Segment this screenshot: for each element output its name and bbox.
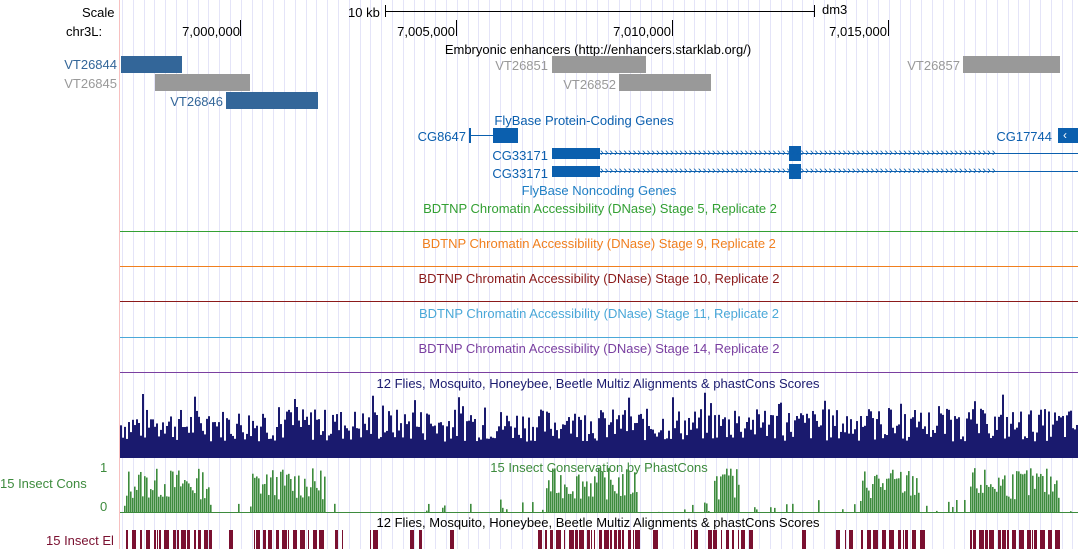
ruler-tick [456, 20, 457, 36]
elements-track-title: 12 Flies, Mosquito, Honeybee, Beetle Mul… [376, 515, 820, 530]
noncoding-genes-track-title: FlyBase Noncoding Genes [521, 183, 677, 198]
phastcons-y-max: 1 [100, 460, 108, 475]
scale-value: 10 kb [348, 5, 380, 20]
enhancer-feature[interactable] [155, 74, 250, 91]
ruler-tick [888, 20, 889, 36]
enhancer-feature[interactable] [121, 56, 182, 73]
gene-intron [471, 135, 493, 136]
dnase-signal[interactable] [120, 266, 1078, 267]
ruler-position: 7,010,000 [613, 24, 671, 39]
gene-exon[interactable] [552, 166, 600, 177]
chrom-label: chr3L: [66, 24, 103, 39]
enhancer-feature[interactable] [963, 56, 1060, 73]
assembly-label: dm3 [822, 2, 848, 17]
gene-intron [600, 153, 1078, 154]
scale-bar-right-tick [814, 5, 815, 17]
gene-exon[interactable] [1058, 128, 1078, 143]
gene-exon[interactable] [469, 128, 471, 143]
gene-exon[interactable] [789, 164, 801, 179]
ruler-position: 7,000,000 [182, 24, 240, 39]
dnase-track-title: BDTNP Chromatin Accessibility (DNase) St… [422, 236, 776, 251]
enhancer-label[interactable]: VT26851 [495, 58, 548, 73]
phastcons-side-label[interactable]: 15 Insect Cons [0, 476, 87, 491]
dnase-signal[interactable] [120, 301, 1078, 302]
enhancer-feature[interactable] [226, 92, 318, 109]
gene-intron [600, 171, 1078, 172]
gene-label[interactable]: CG17744 [996, 129, 1052, 144]
multiz-conservation-plot[interactable] [120, 392, 1078, 458]
coding-genes-track-title: FlyBase Protein-Coding Genes [494, 113, 674, 128]
strand-arrows: ››››››››››››››››››››››››››››››››››››››››… [600, 165, 997, 177]
enhancer-label[interactable]: VT26846 [170, 94, 223, 109]
enhancer-label[interactable]: VT26852 [563, 77, 616, 92]
gene-exon[interactable] [789, 146, 801, 161]
strand-arrow-left-icon: ‹ [1063, 128, 1067, 142]
gene-label[interactable]: CG8647 [417, 129, 466, 144]
scale-bar [385, 11, 815, 12]
ruler-tick [240, 20, 241, 36]
phastcons-y-min: 0 [100, 499, 108, 514]
enhancer-label[interactable]: VT26845 [64, 76, 117, 91]
elements-side-label[interactable]: 15 Insect El [46, 533, 114, 548]
label-separator [119, 0, 120, 549]
dnase-signal[interactable] [120, 231, 1078, 232]
gene-label[interactable]: CG33171 [492, 166, 548, 181]
enhancer-feature[interactable] [619, 74, 711, 91]
dnase-signal[interactable] [120, 337, 1078, 338]
strand-arrows: ››››››››››››››››››››››››››››››››››››››››… [600, 147, 997, 159]
scale-bar-left-tick [385, 5, 386, 17]
dnase-track-title: BDTNP Chromatin Accessibility (DNase) St… [418, 306, 780, 321]
grid-lines [120, 0, 1078, 549]
gene-exon[interactable] [552, 148, 600, 159]
multiz-track-title: 12 Flies, Mosquito, Honeybee, Beetle Mul… [376, 376, 820, 391]
gene-exon[interactable] [493, 128, 518, 143]
scale-label: Scale [82, 5, 115, 20]
enhancer-label[interactable]: VT26857 [907, 58, 960, 73]
conserved-elements-track[interactable] [120, 530, 1078, 549]
ruler-position: 7,005,000 [397, 24, 455, 39]
dnase-signal[interactable] [120, 372, 1078, 373]
enhancers-track-title: Embryonic enhancers (http://enhancers.st… [444, 42, 752, 57]
enhancer-feature[interactable] [552, 56, 646, 73]
dnase-track-title: BDTNP Chromatin Accessibility (DNase) St… [418, 271, 780, 286]
phastcons-plot[interactable] [120, 468, 1078, 513]
dnase-track-title: BDTNP Chromatin Accessibility (DNase) St… [418, 341, 780, 356]
ruler-tick [672, 20, 673, 36]
gene-label[interactable]: CG33171 [492, 148, 548, 163]
ruler-position: 7,015,000 [829, 24, 887, 39]
phastcons-track-title: 15 Insect Conservation by PhastCons [490, 460, 708, 475]
dnase-track-title: BDTNP Chromatin Accessibility (DNase) St… [423, 201, 777, 216]
enhancer-label[interactable]: VT26844 [64, 57, 117, 72]
